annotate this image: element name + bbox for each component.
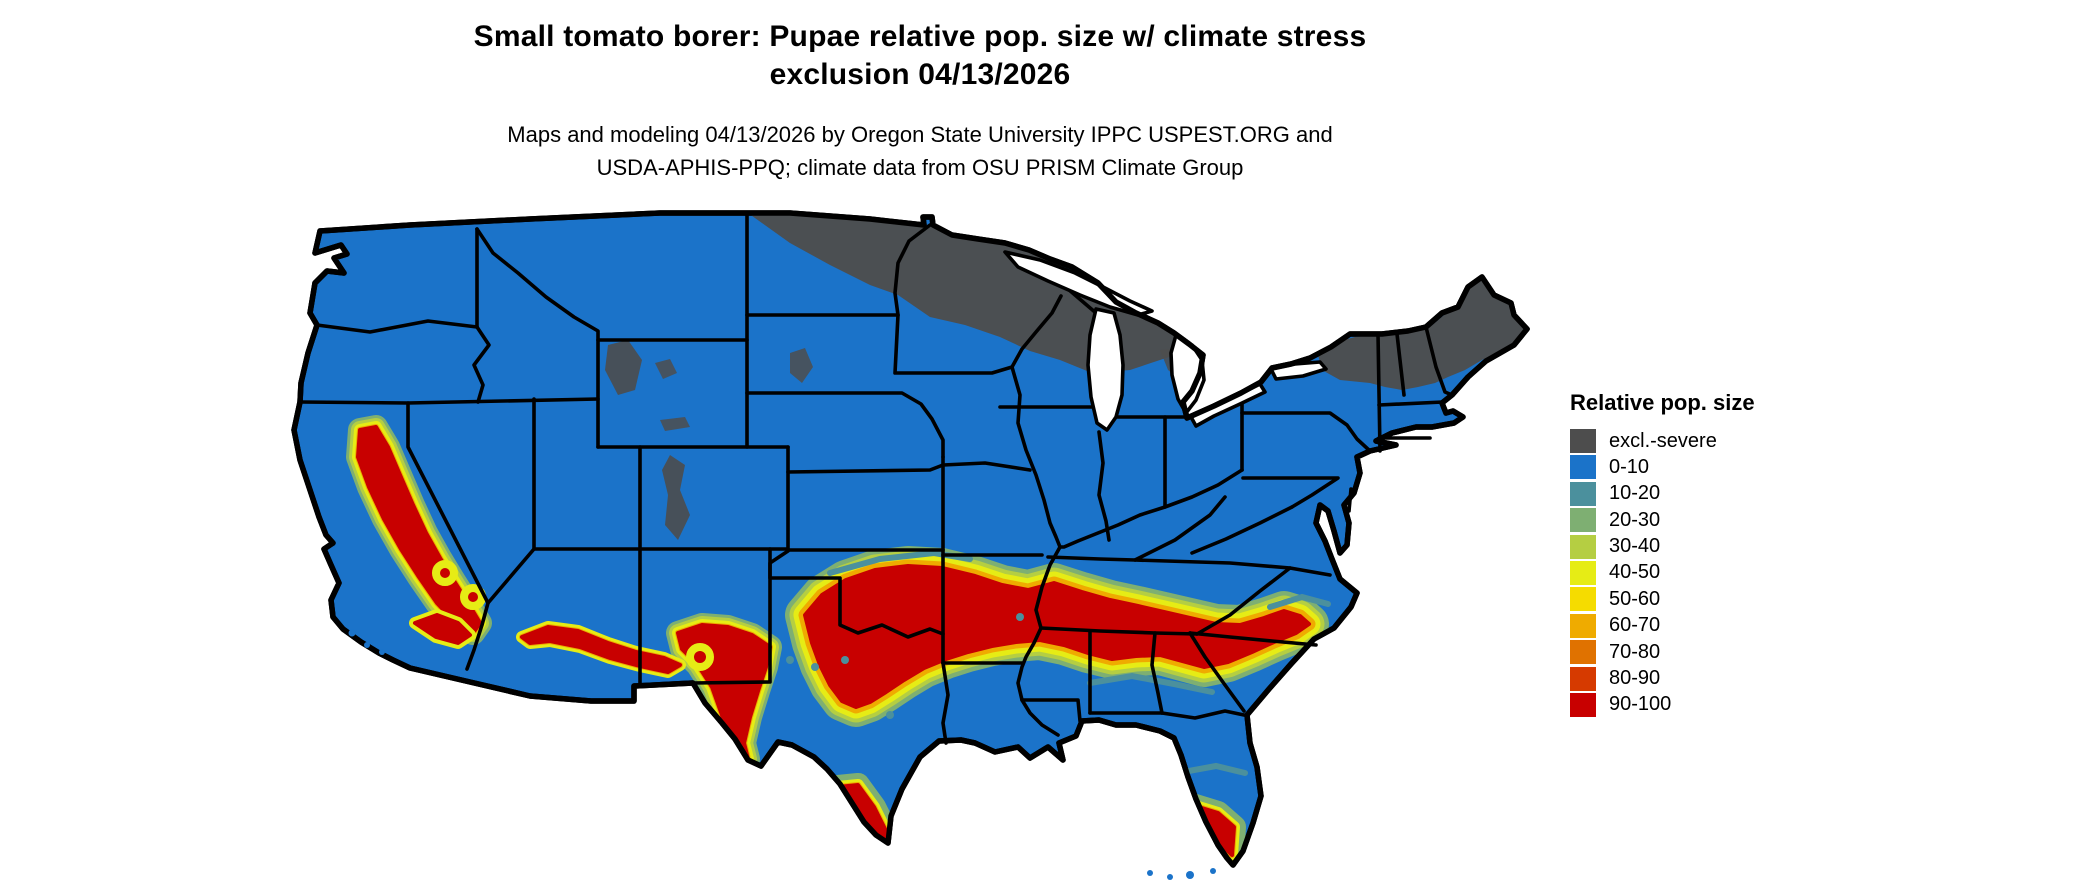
legend-title: Relative pop. size: [1570, 390, 1755, 415]
teal-dot-texas-1: [786, 656, 794, 664]
florida-key-4: [1210, 868, 1216, 874]
legend-swatch-80-90: [1570, 666, 1596, 691]
title-line-1: Small tomato borer: Pupae relative pop. …: [473, 20, 1367, 53]
teal-fringe-gulf: [1087, 672, 1215, 695]
legend-row-80-90: 80-90: [1570, 666, 1755, 691]
legend-label: 90-100: [1609, 693, 1672, 716]
nevada-speck: [440, 568, 450, 578]
teal-dot-texas-3: [841, 656, 849, 664]
legend-row-excl.-severe: excl.-severe: [1570, 429, 1755, 453]
newmexico-speck: [694, 651, 706, 663]
legend-label: 60-70: [1609, 614, 1661, 637]
legend: Relative pop. size excl.-severe 0-10 10-20…: [1570, 390, 1755, 719]
teal-fringe-carolina: [1267, 593, 1331, 610]
legend-row-70-80: 70-80: [1570, 640, 1755, 665]
legend-label: 50-60: [1609, 587, 1661, 610]
florida-key-3: [1186, 871, 1194, 879]
legend-swatch-50-60: [1570, 587, 1596, 612]
teal-dot-texas-2: [811, 663, 819, 671]
lake-michigan: [1086, 307, 1125, 432]
subtitle-line-1: Maps and modeling 04/13/2026 by Oregon S…: [507, 122, 1333, 147]
population-heat-band-south: [346, 415, 1331, 865]
figure-title: Small tomato borer: Pupae relative pop. …: [245, 18, 1595, 94]
legend-label: 40-50: [1609, 561, 1661, 584]
legend-swatch-20-30: [1570, 508, 1596, 533]
channel-island-2: [364, 642, 370, 648]
legend-swatch-30-40: [1570, 534, 1596, 559]
socal-core-red: [413, 613, 472, 645]
band-core-red: [803, 564, 1311, 709]
legend-entries: excl.-severe 0-10 10-20 20-30 30-40 40-50 50-6…: [1570, 429, 1755, 717]
channel-island-3: [379, 649, 385, 655]
subtitle-line-2: USDA-APHIS-PPQ; climate data from OSU PR…: [596, 155, 1244, 180]
legend-label: 0-10: [1609, 455, 1650, 478]
legend-label: 70-80: [1609, 640, 1661, 663]
legend-row-30-40: 30-40: [1570, 534, 1755, 559]
legend-label: 10-20: [1609, 482, 1661, 505]
legend-swatch-excl.-severe: [1570, 429, 1596, 453]
excluded-severe-regions: [605, 213, 1527, 540]
legend-label: 20-30: [1609, 508, 1661, 531]
legend-row-20-30: 20-30: [1570, 508, 1755, 533]
legend-row-90-100: 90-100: [1570, 692, 1755, 717]
legend-swatch-40-50: [1570, 560, 1596, 585]
legend-label: 30-40: [1609, 535, 1661, 558]
figure-subtitle: Maps and modeling 04/13/2026 by Oregon S…: [245, 118, 1595, 184]
teal-dot-arkansas: [1016, 613, 1024, 621]
florida-key-2: [1167, 874, 1173, 880]
legend-label: 80-90: [1609, 667, 1661, 690]
legend-swatch-70-80: [1570, 640, 1596, 665]
legend-row-40-50: 40-50: [1570, 560, 1755, 585]
legend-swatch-60-70: [1570, 613, 1596, 638]
nevada-speck-2: [468, 592, 478, 602]
legend-swatch-10-20: [1570, 481, 1596, 506]
legend-swatch-90-100: [1570, 692, 1596, 717]
teal-dot-texas-4: [886, 711, 894, 719]
conus-landmass: [294, 213, 1527, 865]
legend-row-0-10: 0-10: [1570, 455, 1755, 480]
legend-swatch-0-10: [1570, 455, 1596, 480]
legend-row-10-20: 10-20: [1570, 481, 1755, 506]
legend-label: excl.-severe: [1609, 429, 1717, 452]
channel-island-1: [348, 629, 356, 637]
teal-fringe-florida: [1175, 762, 1248, 776]
legend-row-50-60: 50-60: [1570, 587, 1755, 612]
florida-key-1: [1147, 870, 1153, 876]
state-borders: [298, 211, 1454, 745]
legend-row-60-70: 60-70: [1570, 613, 1755, 638]
us-map: [230, 155, 1580, 880]
title-line-2: exclusion 04/13/2026: [769, 58, 1071, 91]
offshore-islands: [348, 629, 1216, 880]
